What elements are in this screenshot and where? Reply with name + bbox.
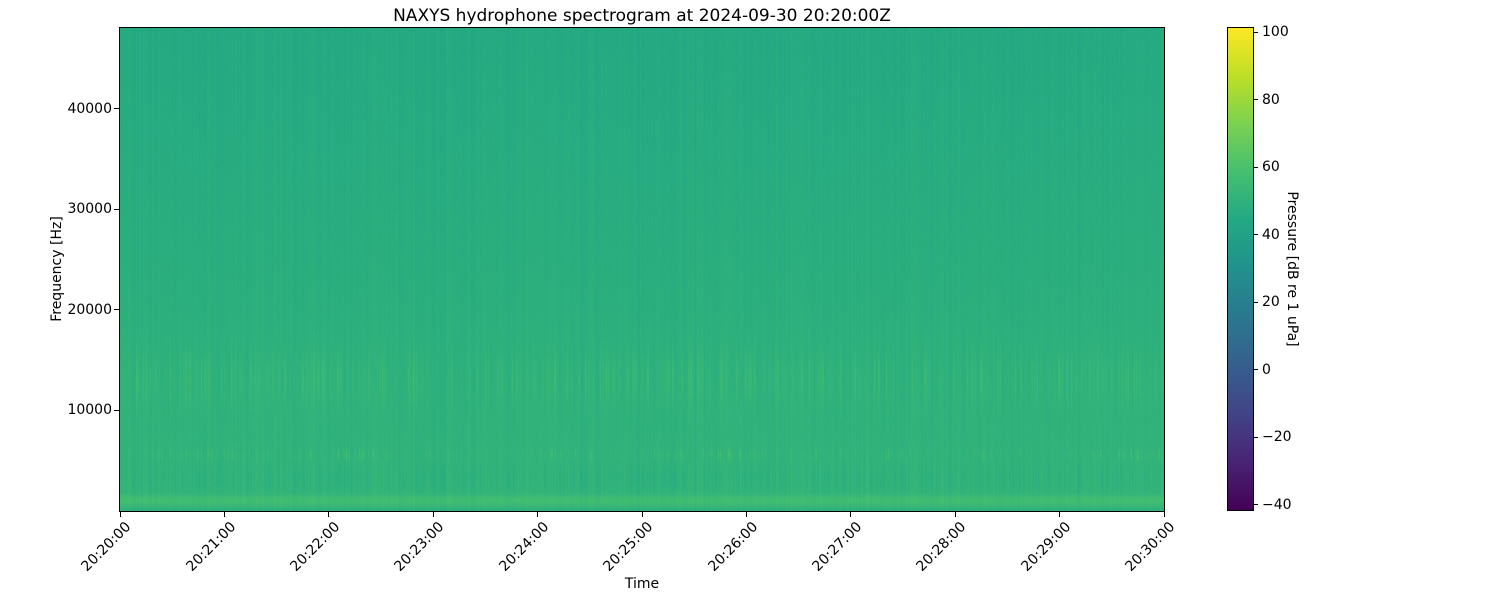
y-tick-mark [114,409,119,411]
colorbar-tick-label: 40 [1262,226,1280,243]
colorbar-tick-label: −20 [1262,429,1292,446]
y-tick-mark [114,309,119,311]
colorbar-tick-mark [1254,436,1258,438]
colorbar-tick-label: 100 [1262,24,1289,41]
colorbar-tick-mark [1254,31,1258,33]
x-tick-mark [537,512,539,517]
colorbar-gradient [1227,27,1254,511]
x-tick-label: 20:25:00 [600,519,657,575]
colorbar-tick-label: 80 [1262,91,1280,108]
x-tick-label: 20:20:00 [78,519,135,575]
x-tick-label: 20:29:00 [1018,519,1074,575]
x-tick-label: 20:27:00 [809,519,866,575]
x-tick-label: 20:26:00 [704,519,761,575]
plot-area [119,27,1165,512]
x-tick-label: 20:23:00 [391,519,448,575]
y-tick-label: 30000 [67,201,112,218]
x-tick-mark [954,512,956,517]
x-tick-mark [432,512,434,517]
x-tick-label: 20:21:00 [182,519,239,575]
chart-title: NAXYS hydrophone spectrogram at 2024-09-… [393,6,891,26]
x-axis-label: Time [624,576,660,592]
x-tick-mark [328,512,330,517]
x-tick-label: 20:22:00 [287,519,344,575]
x-tick-label: 20:28:00 [913,519,970,575]
y-tick-mark [114,208,119,210]
colorbar-label: Pressure [dB re 1 uPa] [1284,191,1300,347]
y-tick-label: 40000 [67,100,112,117]
x-tick-label: 20:30:00 [1122,519,1179,575]
colorbar-tick-mark [1254,99,1258,101]
x-tick-mark [850,512,852,517]
colorbar-tick-label: 60 [1262,159,1280,176]
x-tick-mark [1059,512,1061,517]
colorbar-tick-label: 20 [1262,294,1280,311]
colorbar-tick-mark [1254,301,1258,303]
y-tick-label: 20000 [67,301,112,318]
y-tick-mark [114,108,119,109]
colorbar-tick-label: −40 [1262,496,1292,513]
x-tick-mark [641,512,643,517]
x-tick-label: 20:24:00 [496,519,552,575]
colorbar-tick-mark [1254,504,1258,506]
x-tick-mark [1163,512,1165,517]
colorbar-tick-mark [1254,166,1258,168]
x-tick-mark [223,512,225,517]
x-tick-mark [119,512,121,517]
x-tick-mark [745,512,747,517]
colorbar-tick-mark [1254,234,1258,236]
spectrogram-image [120,28,1164,511]
y-tick-label: 10000 [67,402,112,419]
colorbar-tick-label: 0 [1262,361,1271,378]
colorbar-tick-mark [1254,369,1258,371]
